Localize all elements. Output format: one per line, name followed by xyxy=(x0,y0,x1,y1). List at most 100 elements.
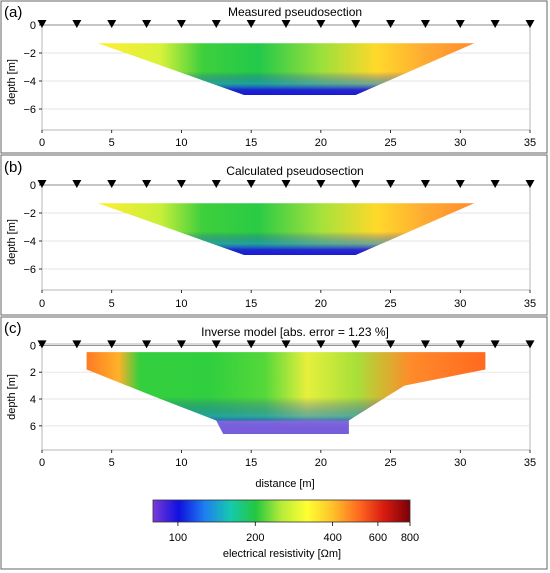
colorbar-gradient xyxy=(152,499,411,523)
panel-tag: (c) xyxy=(4,320,22,337)
electrode-marker xyxy=(72,180,82,188)
x-tick-label: 30 xyxy=(454,298,466,310)
x-tick-label: 35 xyxy=(524,298,536,310)
electrode-marker xyxy=(455,20,465,28)
y-axis-label: depth [m] xyxy=(6,374,18,420)
electrode-marker xyxy=(107,340,117,349)
electrode-marker xyxy=(316,180,326,188)
electrode-marker xyxy=(176,340,186,349)
electrode-marker xyxy=(455,340,465,349)
colorbar-tick-label: 200 xyxy=(246,532,264,544)
x-tick-label: 35 xyxy=(524,457,536,469)
y-tick-label: −6 xyxy=(23,104,36,116)
electrode-marker xyxy=(37,340,47,349)
electrode-marker xyxy=(281,340,291,349)
y-axis-label: depth [m] xyxy=(6,59,18,105)
x-tick-label: 15 xyxy=(245,137,257,149)
electrode-marker xyxy=(351,20,361,28)
x-tick-label: 35 xyxy=(524,137,536,149)
x-tick-label: 10 xyxy=(175,298,187,310)
panel-tag: (a) xyxy=(4,4,22,21)
colorbar-tick-label: 100 xyxy=(169,532,187,544)
electrode-marker xyxy=(490,180,500,188)
y-tick-label: 0 xyxy=(30,180,36,192)
electrode-marker xyxy=(316,20,326,28)
electrode-marker xyxy=(490,20,500,28)
colorbar-label: electrical resistivity [Ωm] xyxy=(223,548,341,560)
electrode-marker xyxy=(107,20,117,28)
inverse-model-panel: (c) Inverse model [abs. error = 1.23 %] … xyxy=(0,316,548,570)
electrode-marker xyxy=(176,180,186,188)
electrode-marker xyxy=(37,20,47,28)
electrode-marker xyxy=(246,20,256,28)
plot-area: 0 −2 −4 −6 0 5 10 15 20 25 30 35 xyxy=(23,180,536,310)
electrode-marker xyxy=(176,20,186,28)
plot-area: 0 −2 −4 −6 0 5 10 15 20 25 30 35 xyxy=(23,20,536,149)
x-tick-label: 15 xyxy=(245,298,257,310)
x-tick-label: 5 xyxy=(109,457,115,469)
x-tick-label: 0 xyxy=(39,137,45,149)
electrode-marker xyxy=(72,340,82,349)
electrode-marker xyxy=(281,180,291,188)
calculated-pseudosection-panel: (b) Calculated pseudosection depth [m] 0… xyxy=(0,154,548,316)
y-tick-label: 4 xyxy=(30,394,36,406)
resistivity-section-depth-shading xyxy=(97,203,475,255)
y-tick-label: 2 xyxy=(30,367,36,379)
x-tick-label: 5 xyxy=(109,298,115,310)
electrode-marker xyxy=(420,340,430,349)
electrode-marker xyxy=(316,340,326,349)
electrode-marker xyxy=(420,180,430,188)
panel-tag: (b) xyxy=(4,159,22,176)
electrode-marker xyxy=(281,20,291,28)
electrode-marker xyxy=(420,20,430,28)
y-tick-label: −2 xyxy=(23,48,36,60)
x-tick-label: 30 xyxy=(454,457,466,469)
electrode-marker xyxy=(211,20,221,28)
x-tick-label: 20 xyxy=(315,298,327,310)
resistivity-section-depth-shading xyxy=(97,43,475,95)
x-axis-label: distance [m] xyxy=(255,478,314,490)
y-tick-label: −6 xyxy=(23,264,36,276)
y-tick-label: 0 xyxy=(30,340,36,352)
electrode-marker xyxy=(351,180,361,188)
electrode-marker xyxy=(107,180,117,188)
electrode-marker xyxy=(525,340,535,349)
colorbar-tick-label: 400 xyxy=(323,532,341,544)
y-tick-label: −2 xyxy=(23,208,36,220)
electrode-marker xyxy=(142,180,152,188)
colorbar-tick-label: 600 xyxy=(369,532,387,544)
electrode-marker xyxy=(490,340,500,349)
x-tick-label: 20 xyxy=(315,137,327,149)
x-tick-label: 10 xyxy=(175,137,187,149)
electrode-marker xyxy=(386,340,396,349)
electrode-marker xyxy=(211,340,221,349)
electrode-marker xyxy=(37,180,47,188)
electrode-marker xyxy=(525,20,535,28)
x-tick-label: 25 xyxy=(384,137,396,149)
y-tick-label: −4 xyxy=(23,76,36,88)
electrode-marker xyxy=(211,180,221,188)
x-tick-label: 10 xyxy=(175,457,187,469)
electrode-marker xyxy=(525,180,535,188)
colorbar: 100 200 400 600 800 electrical resistivity [… xyxy=(152,499,419,560)
y-tick-label: 6 xyxy=(30,421,36,433)
y-axis-label: depth [m] xyxy=(6,219,18,265)
y-tick-label: 0 xyxy=(30,20,36,32)
electrode-marker xyxy=(246,180,256,188)
low-resistivity-layer xyxy=(216,420,349,434)
panel-title: Calculated pseudosection xyxy=(226,164,363,178)
x-tick-label: 25 xyxy=(384,298,396,310)
electrode-marker xyxy=(72,20,82,28)
x-tick-label: 5 xyxy=(109,137,115,149)
x-tick-label: 25 xyxy=(384,457,396,469)
x-tick-label: 15 xyxy=(245,457,257,469)
measured-pseudosection-panel: (a) Measured pseudosection depth [m] 0 −2… xyxy=(0,0,548,154)
electrode-marker xyxy=(142,340,152,349)
panel-frame xyxy=(0,154,548,316)
electrode-marker xyxy=(351,340,361,349)
y-tick-label: −4 xyxy=(23,236,36,248)
colorbar-tick-label: 800 xyxy=(401,532,419,544)
x-tick-label: 30 xyxy=(454,137,466,149)
electrode-marker xyxy=(386,20,396,28)
